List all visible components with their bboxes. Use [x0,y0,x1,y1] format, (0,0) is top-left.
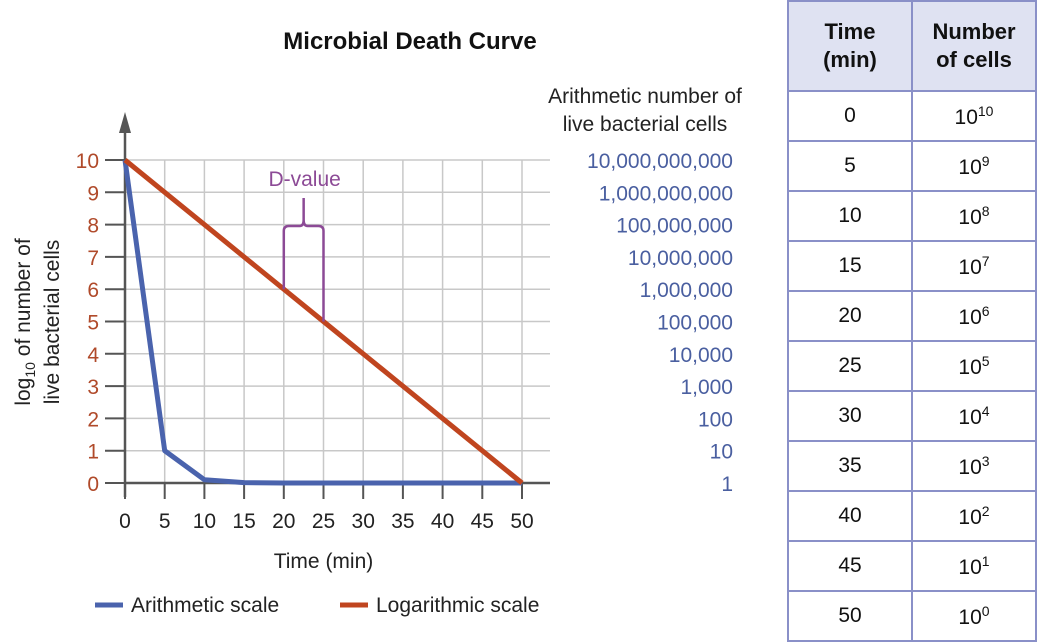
cell-time: 50 [787,590,913,642]
x-tick-label: 40 [431,510,454,533]
cell-number: 102 [911,490,1037,542]
cell-time: 35 [787,440,913,492]
secondary-y-tick-label: 1,000,000 [640,279,733,302]
x-tick-label: 10 [193,510,216,533]
x-tick-label: 0 [119,510,131,533]
secondary-y-label-line2: live bacterial cells [562,113,728,136]
secondary-y-tick-label: 1,000 [680,376,733,399]
table-row: 10 108 [787,190,1037,242]
d-value-label: D-value [268,168,340,191]
cell-time: 30 [787,390,913,442]
header-cells: Number of cells [911,0,1037,92]
x-tick-label: 30 [352,510,375,533]
cell-time: 5 [787,140,913,192]
table-row: 5 109 [787,140,1037,192]
legend-label: Arithmetic scale [131,594,279,617]
secondary-y-tick-label: 100,000 [657,312,733,335]
cell-number: 100 [911,590,1037,642]
y-tick-label: 8 [87,215,99,238]
table-row: 30 104 [787,390,1037,442]
y-tick-label: 0 [87,473,99,496]
y-tick-label: 10 [76,150,99,173]
secondary-y-tick-label: 1,000,000,000 [599,182,733,205]
secondary-y-tick-label: 100,000,000 [616,215,733,238]
table-row: 35 103 [787,440,1037,492]
table-row: 40 102 [787,490,1037,542]
table-row: 20 106 [787,290,1037,342]
y-tick-label: 1 [87,441,99,464]
cell-time: 40 [787,490,913,542]
table-row: 0 1010 [787,90,1037,142]
y-axis-arrow-icon [119,112,131,133]
secondary-y-tick-label: 10,000,000 [628,247,733,270]
cell-number: 107 [911,240,1037,292]
secondary-y-tick-label: 10,000 [669,344,733,367]
legend-label: Logarithmic scale [376,594,539,617]
y-axis-label-line1: log10 of number of [12,238,38,406]
x-tick-label: 5 [159,510,171,533]
cell-time: 20 [787,290,913,342]
cell-number: 101 [911,540,1037,592]
y-tick-label: 4 [87,344,99,367]
y-tick-label: 6 [87,279,99,302]
cell-time: 0 [787,90,913,142]
secondary-y-tick-label: 1 [721,473,733,496]
cell-number: 104 [911,390,1037,442]
header-time: Time (min) [787,0,913,92]
x-tick-label: 15 [232,510,255,533]
x-tick-label: 25 [312,510,335,533]
y-axis-label-line2: live bacterial cells [41,240,64,405]
d-value-bracket [282,198,325,322]
x-tick-label: 20 [272,510,295,533]
secondary-y-tick-label: 100 [698,408,733,431]
secondary-y-tick-label: 10 [710,441,733,464]
data-table: Time (min) Number of cells 0 1010 5 109 10 108 1… [787,0,1037,642]
table-row: 15 107 [787,240,1037,292]
y-tick-label: 2 [87,408,99,431]
cell-time: 25 [787,340,913,392]
cell-number: 1010 [911,90,1037,142]
cell-time: 15 [787,240,913,292]
cell-number: 103 [911,440,1037,492]
chart-title: Microbial Death Curve [283,28,537,55]
table-header-row: Time (min) Number of cells [787,0,1037,92]
table-row: 25 105 [787,340,1037,392]
cell-number: 106 [911,290,1037,342]
cell-time: 10 [787,190,913,242]
y-tick-label: 9 [87,182,99,205]
secondary-y-label-line1: Arithmetic number of [548,85,742,108]
secondary-y-tick-label: 10,000,000,000 [587,150,733,173]
x-tick-label: 35 [391,510,414,533]
cell-number: 108 [911,190,1037,242]
x-axis-label: Time (min) [274,550,374,573]
cell-time: 45 [787,540,913,592]
y-tick-label: 7 [87,247,99,270]
table-row: 45 101 [787,540,1037,592]
cell-number: 105 [911,340,1037,392]
x-tick-label: 45 [471,510,494,533]
secondary-y-label: Arithmetic number of live bacterial cell… [520,83,770,139]
y-tick-label: 5 [87,312,99,335]
y-tick-label: 3 [87,376,99,399]
x-tick-label: 50 [510,510,533,533]
cell-number: 109 [911,140,1037,192]
table-row: 50 100 [787,590,1037,642]
